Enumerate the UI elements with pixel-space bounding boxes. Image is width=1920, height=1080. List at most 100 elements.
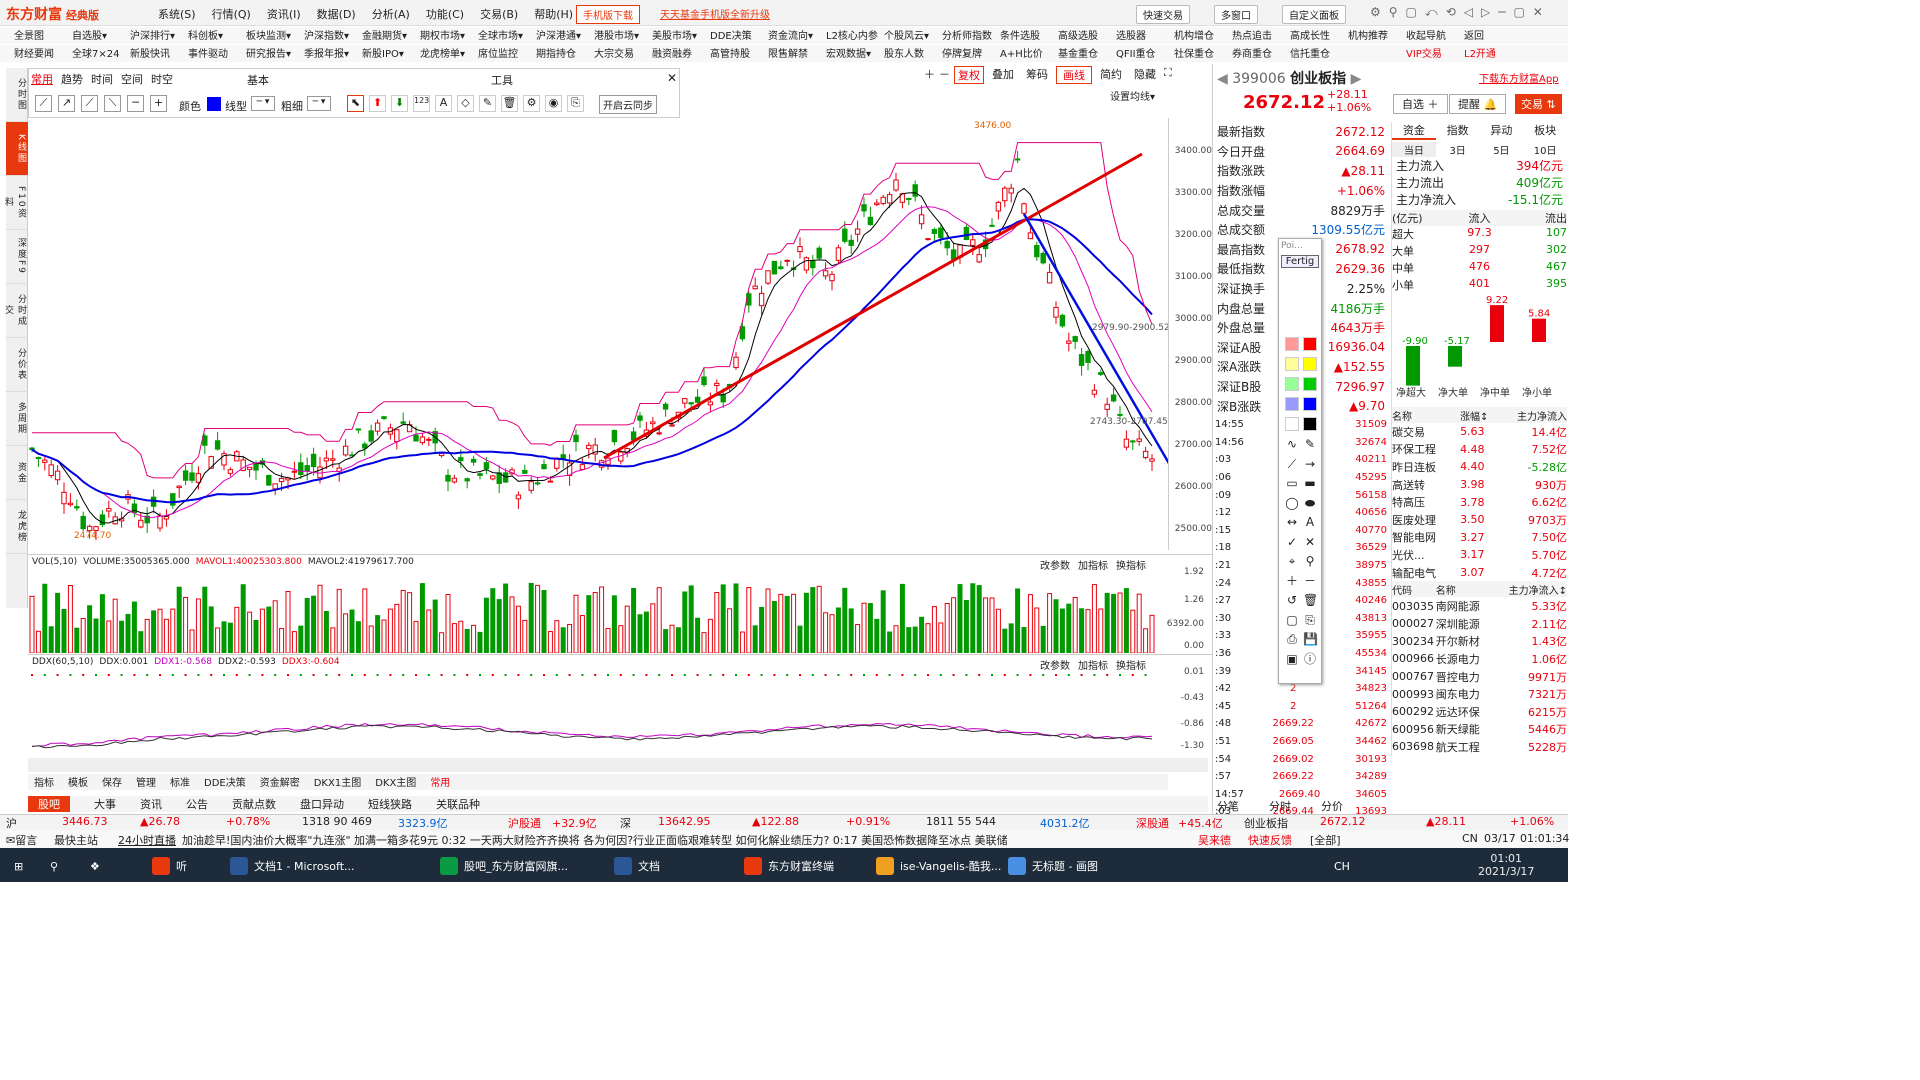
pointer-icon[interactable]: ⬉ [347, 95, 364, 112]
menu-data[interactable]: 数据(D) [316, 8, 356, 21]
forum-tab[interactable]: 关联品种 [436, 798, 480, 811]
color-swatch[interactable] [207, 97, 221, 111]
zoom-out-icon[interactable]: － [939, 68, 950, 81]
nav-prev-icon[interactable]: ◀ [1217, 71, 1228, 87]
message-button[interactable]: ✉留言 [6, 834, 38, 847]
nav-item[interactable]: 高管持股 [710, 49, 750, 60]
text-icon[interactable]: A [435, 95, 452, 112]
color-swatch[interactable] [1285, 397, 1299, 411]
sector-row[interactable]: 特高压 3.78 6.62亿 [1392, 495, 1567, 510]
tab-kline[interactable]: K线图 [6, 122, 28, 176]
nav-item[interactable]: 沪深指数▾ [304, 31, 350, 42]
forum-tab[interactable]: 公告 [186, 798, 208, 811]
palette-tool-icon[interactable]: ⎘ [1305, 612, 1315, 627]
stock-row[interactable]: 600292 远达环保 6215万 [1392, 705, 1567, 719]
sector-row[interactable]: 输配电气 3.07 4.72亿 [1392, 566, 1567, 580]
slant-tool-icon[interactable]: ⟍ [104, 95, 121, 112]
nav-item[interactable]: VIP交易 [1406, 49, 1442, 60]
taskbar-app[interactable]: ise-Vangelis-酷我... [876, 855, 1001, 877]
fund-tab[interactable]: 异动 [1490, 124, 1513, 137]
sector-row[interactable]: 智能电网 3.27 7.50亿 [1392, 530, 1567, 545]
nav-item[interactable]: DDE决策 [710, 31, 752, 42]
color-swatch[interactable] [1303, 417, 1317, 431]
palette-tool-icon[interactable]: → [1304, 456, 1316, 471]
settings-icon[interactable]: ⚙ [523, 95, 540, 112]
nav-item[interactable] [1348, 45, 1406, 62]
tab-trades[interactable]: 分时成交 [3, 284, 28, 338]
window-controls[interactable]: ⚙⚲▢⤺⟲◁▷─▢✕ [1370, 5, 1551, 19]
nav-item[interactable]: L2开通 [1464, 49, 1496, 60]
quick-feedback-link[interactable]: 快速反馈 [1248, 834, 1292, 847]
nav-item[interactable]: 分析师指数 [942, 31, 992, 42]
fertig-button[interactable]: Fertig [1281, 255, 1319, 268]
ray-tool-icon[interactable]: ↗ [58, 95, 75, 112]
period-tab[interactable]: 当日 [1392, 142, 1436, 157]
nav-item[interactable]: 沪深排行▾ [130, 31, 176, 42]
forum-tab[interactable]: 大事 [94, 798, 116, 811]
palette-tool-icon[interactable]: ▬ [1304, 476, 1316, 490]
all-filter[interactable]: [全部] [1310, 834, 1341, 847]
add-favorite-button[interactable]: 自选 ＋ [1393, 94, 1448, 114]
stock-row[interactable]: 603698 航天工程 5228万 [1392, 740, 1567, 754]
palette-tool-icon[interactable]: ＋ [1285, 573, 1298, 588]
nav-item[interactable]: QFII重仓 [1116, 49, 1156, 60]
palette-tool-icon[interactable]: ▣ [1286, 651, 1298, 666]
nav-item[interactable]: 全球7×24 [72, 49, 120, 60]
nav-item[interactable]: 沪深港通▾ [536, 31, 582, 42]
indicator-tab[interactable]: 保存 [102, 778, 122, 789]
nav-item[interactable]: 宏观数据▾ [826, 49, 872, 60]
add-indicator-button[interactable]: 加指标 [1078, 661, 1108, 672]
nav-item[interactable]: 新股IPO▾ [362, 49, 404, 60]
eraser-icon[interactable]: ◇ [457, 95, 474, 112]
nav-item[interactable]: 机构增仓 [1174, 31, 1214, 42]
nav-item[interactable]: 热点追击 [1232, 31, 1272, 42]
indicator-tab[interactable]: DKX1主图 [313, 778, 362, 789]
tool-tab-space[interactable]: 空间 [121, 73, 143, 86]
mobile-download-button[interactable]: 手机版下载 [576, 5, 640, 24]
period-tab[interactable]: 5日 [1493, 146, 1510, 157]
horizontal-scrollbar[interactable] [28, 758, 1208, 772]
color-swatch[interactable] [1303, 377, 1317, 391]
add-indicator-button[interactable]: 加指标 [1078, 561, 1108, 572]
nav-item[interactable]: A+H比价 [1000, 49, 1043, 60]
palette-tool-icon[interactable]: ✓ [1286, 534, 1298, 549]
system-clock[interactable]: 01:01 2021/3/17 [1478, 852, 1535, 878]
nav-item[interactable]: 期权市场▾ [420, 31, 466, 42]
palette-tool-icon[interactable]: ⎙ [1287, 632, 1297, 646]
indicator-tab[interactable]: 资金解密 [259, 778, 300, 789]
nav-item[interactable]: 返回 [1464, 31, 1484, 42]
palette-tool-icon[interactable]: － [1303, 573, 1316, 588]
nav-item[interactable]: 事件驱动 [188, 49, 228, 60]
forum-tab[interactable]: 股吧 [28, 796, 70, 812]
color-swatch[interactable] [1303, 357, 1317, 371]
nav-item[interactable]: 基金重仓 [1058, 49, 1098, 60]
thickness-select[interactable]: ─ ▾ [307, 96, 331, 111]
menu-help[interactable]: 帮助(H) [534, 8, 574, 21]
nav-item[interactable]: 大宗交易 [594, 49, 634, 60]
zoom-in-icon[interactable]: ＋ [924, 68, 935, 81]
change-indicator-button[interactable]: 换指标 [1116, 561, 1146, 572]
chips-button[interactable]: 筹码 [1026, 68, 1048, 81]
palette-tool-icon[interactable]: 💾 [1303, 632, 1318, 646]
trade-button[interactable]: 交易 ⇅ [1515, 94, 1562, 114]
tool-tab-common[interactable]: 常用 [31, 73, 53, 86]
live-button[interactable]: 24小时直播 [118, 834, 176, 847]
nav-item[interactable]: 全球市场▾ [478, 31, 524, 42]
taskbar-app[interactable]: 文档1 - Microsoft... [230, 855, 355, 877]
tab-funds[interactable]: 资金 [6, 446, 28, 500]
nav-item[interactable]: 港股市场▾ [594, 31, 640, 42]
tab-f10[interactable]: F10资料 [3, 176, 28, 230]
tool-tab-spacetime[interactable]: 时空 [151, 73, 173, 86]
nav-item[interactable]: 限售解禁 [768, 49, 808, 60]
nav-item[interactable]: 板块监测▾ [246, 31, 292, 42]
sector-row[interactable]: 环保工程 4.48 7.52亿 [1392, 442, 1567, 457]
export-icon[interactable]: ⎘ [567, 95, 584, 112]
forum-tab[interactable]: 短线狭路 [368, 798, 412, 811]
sector-row[interactable]: 碳交易 5.63 14.4亿 [1392, 425, 1567, 439]
indicator-tab[interactable]: 常用 [430, 778, 451, 789]
nav-item[interactable]: 机构推荐 [1348, 31, 1388, 42]
download-app-link[interactable]: 下载东方财富App [1479, 74, 1559, 85]
stock-row[interactable]: 300234 开尔新材 1.43亿 [1392, 634, 1567, 649]
multi-window-button[interactable]: 多窗口 [1214, 5, 1258, 24]
eye-icon[interactable]: ◉ [545, 95, 562, 112]
